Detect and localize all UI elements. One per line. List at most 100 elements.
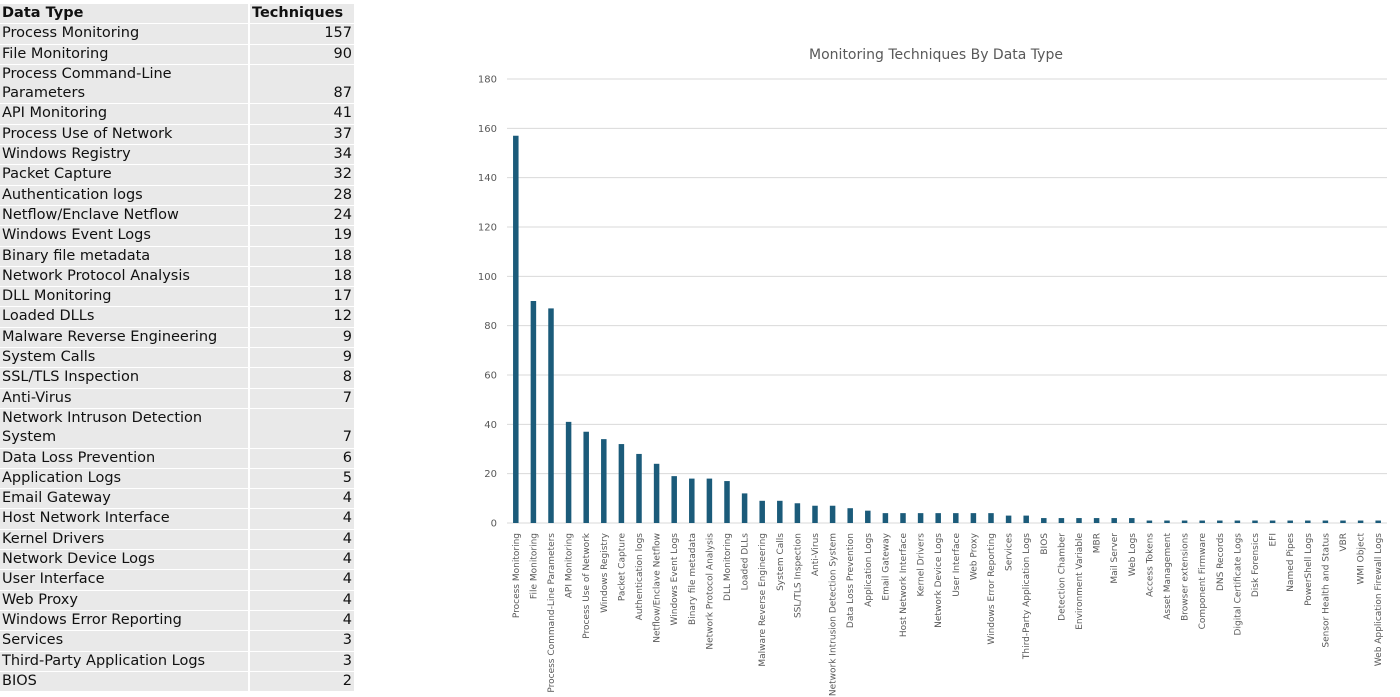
x-tick-label: Sensor Health and Status bbox=[1321, 533, 1331, 648]
x-tick-label: Netflow/Enclave Netflow bbox=[653, 533, 663, 643]
x-tick-label: Digital Certificate Logs bbox=[1233, 533, 1243, 636]
bar bbox=[865, 510, 871, 523]
bar bbox=[953, 513, 959, 523]
cell-data-type: Host Network Interface bbox=[0, 508, 250, 530]
table-row: Services 3 bbox=[0, 630, 356, 652]
cell-data-type: Network Protocol Analysis bbox=[0, 266, 250, 288]
bar bbox=[1252, 520, 1258, 523]
table-row: Windows Error Reporting 4 bbox=[0, 610, 356, 632]
table-row: Email Gateway 4 bbox=[0, 488, 356, 510]
table-row: Windows Event Logs 19 bbox=[0, 225, 356, 247]
table-row: API Monitoring 41 bbox=[0, 103, 356, 125]
cell-data-type: Network Device Logs bbox=[0, 549, 250, 571]
bar bbox=[1111, 518, 1117, 523]
bar bbox=[1164, 520, 1170, 523]
bar bbox=[618, 444, 625, 523]
x-tick-label: Web Logs bbox=[1128, 533, 1138, 577]
y-tick-label: 120 bbox=[478, 223, 497, 234]
cell-techniques: 37 bbox=[249, 124, 356, 146]
x-tick-label: Application Logs bbox=[864, 533, 874, 607]
cell-data-type: Process Command-Line Parameters bbox=[0, 64, 250, 105]
table-row: Authentication logs 28 bbox=[0, 185, 356, 206]
bar bbox=[1058, 518, 1065, 523]
x-tick-label: VBR bbox=[1339, 533, 1349, 552]
cell-techniques: 87 bbox=[249, 64, 356, 105]
cell-techniques: 18 bbox=[249, 246, 356, 267]
cell-techniques: 41 bbox=[249, 103, 356, 125]
table-row: Process Monitoring 157 bbox=[0, 23, 356, 45]
cell-techniques: 34 bbox=[249, 144, 356, 166]
cell-data-type: Loaded DLLs bbox=[0, 306, 250, 328]
cell-techniques: 157 bbox=[249, 23, 356, 45]
x-tick-label: Detection Chamber bbox=[1057, 533, 1067, 621]
bar bbox=[812, 505, 818, 523]
y-axis-ticks: 0 20 40 60 80 100 120 140 160 180 bbox=[478, 75, 497, 530]
x-tick-label: System Calls bbox=[776, 533, 786, 591]
cell-data-type: Windows Registry bbox=[0, 144, 250, 166]
x-tick-label: Kernel Drivers bbox=[917, 533, 927, 597]
bar bbox=[1146, 520, 1153, 523]
table-row: Web Proxy 4 bbox=[0, 590, 356, 611]
x-tick-label: Packet Capture bbox=[617, 533, 627, 602]
bar bbox=[935, 513, 941, 523]
x-tick-label: WMI Object bbox=[1357, 533, 1367, 585]
x-tick-label: Windows Registry bbox=[600, 532, 610, 613]
bar bbox=[583, 431, 589, 523]
x-tick-label: Component Firmware bbox=[1198, 533, 1208, 630]
bar bbox=[900, 513, 906, 523]
table-row: Netflow/Enclave Netflow 24 bbox=[0, 205, 356, 227]
x-tick-label: Process Monitoring bbox=[512, 533, 522, 618]
x-tick-label: DLL Monitoring bbox=[723, 533, 733, 601]
table-row: Third-Party Application Logs 3 bbox=[0, 651, 356, 672]
x-tick-label: Named Pipes bbox=[1286, 533, 1296, 592]
bar bbox=[1375, 520, 1381, 523]
cell-data-type: Authentication logs bbox=[0, 185, 250, 206]
x-tick-label: Anti-Virus bbox=[811, 533, 821, 576]
x-tick-label: BIOS bbox=[1040, 533, 1050, 555]
bar bbox=[530, 301, 537, 523]
cell-data-type: Email Gateway bbox=[0, 488, 250, 510]
bar bbox=[653, 463, 660, 523]
table-row: Loaded DLLs 12 bbox=[0, 306, 356, 328]
cell-techniques: 24 bbox=[249, 205, 356, 227]
x-tick-label: Environment Variable bbox=[1075, 533, 1085, 630]
bar bbox=[1322, 520, 1329, 523]
table-row: User Interface 4 bbox=[0, 569, 356, 591]
bar bbox=[1023, 515, 1029, 523]
cell-techniques: 32 bbox=[249, 164, 356, 186]
bar bbox=[970, 513, 977, 523]
cell-techniques: 8 bbox=[249, 367, 356, 389]
table-row: Network Device Logs 4 bbox=[0, 549, 356, 571]
cell-data-type: Network Intruson Detection System bbox=[0, 408, 250, 449]
bar bbox=[741, 493, 748, 523]
cell-data-type: Packet Capture bbox=[0, 164, 250, 186]
cell-data-type: File Monitoring bbox=[0, 44, 250, 65]
table-row: Anti-Virus 7 bbox=[0, 388, 356, 409]
bar bbox=[882, 513, 889, 523]
table-row: Data Loss Prevention 6 bbox=[0, 448, 356, 469]
cell-data-type: Services bbox=[0, 630, 250, 652]
table-row: DLL Monitoring 17 bbox=[0, 286, 356, 308]
cell-data-type: Netflow/Enclave Netflow bbox=[0, 205, 250, 227]
bar bbox=[1357, 520, 1364, 523]
bar bbox=[565, 421, 572, 523]
bar bbox=[706, 478, 713, 523]
table-row: Network Intruson Detection System 7 bbox=[0, 408, 356, 449]
cell-techniques: 5 bbox=[249, 468, 356, 490]
bar bbox=[724, 481, 730, 523]
bar bbox=[759, 500, 765, 523]
cell-data-type: Third-Party Application Logs bbox=[0, 651, 250, 672]
x-axis-ticks: Process Monitoring File Monitoring Process… bbox=[512, 532, 1384, 696]
cell-techniques: 9 bbox=[249, 327, 356, 349]
data-type-table: Data Type Techniques Process Monitoring 1… bbox=[0, 4, 356, 693]
x-tick-label: MBR bbox=[1093, 533, 1103, 553]
cell-data-type: Process Use of Network bbox=[0, 124, 250, 146]
cell-data-type: Kernel Drivers bbox=[0, 529, 250, 551]
bars bbox=[513, 135, 1381, 523]
x-tick-label: Services bbox=[1005, 533, 1015, 571]
x-tick-label: PowerShell Logs bbox=[1304, 533, 1314, 606]
header-techniques: Techniques bbox=[249, 4, 356, 25]
cell-techniques: 3 bbox=[249, 630, 356, 652]
x-tick-label: Web Application Firewall Logs bbox=[1374, 533, 1384, 667]
cell-data-type: Data Loss Prevention bbox=[0, 448, 250, 469]
